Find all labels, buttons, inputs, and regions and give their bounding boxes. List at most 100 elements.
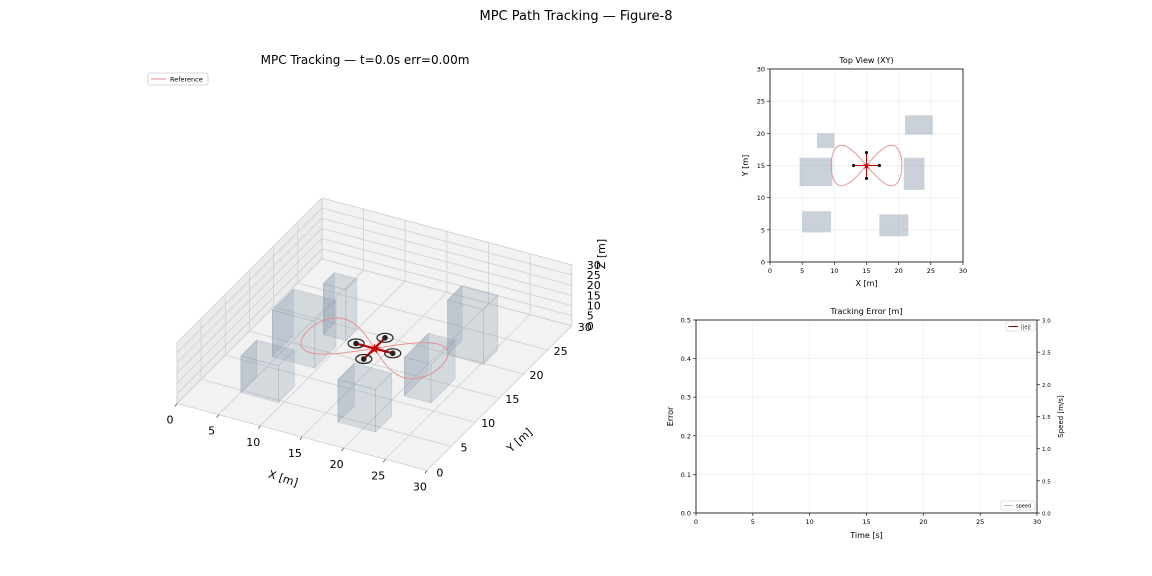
z-tick-label: 25	[587, 269, 601, 282]
y-axis-label: Error	[666, 406, 675, 426]
legend-label: Reference	[170, 76, 203, 84]
x-axis-label: X [m]	[267, 468, 300, 490]
z-tick-label: 20	[587, 279, 601, 292]
x-axis-label: Time [s]	[849, 531, 883, 540]
y-tick-label: 15	[505, 393, 519, 406]
y-tick-label: 25	[757, 98, 765, 106]
z-tick-label: 30	[587, 259, 601, 272]
building-face	[271, 288, 337, 322]
y-tick-label: 5	[461, 441, 468, 454]
legend-error: ||e||	[1005, 321, 1036, 332]
z-tick-label: 5	[587, 310, 594, 323]
y-tick-label: 10	[757, 194, 765, 202]
obstacle	[802, 211, 832, 233]
y2-tick-label: 3.0	[1042, 319, 1051, 325]
legend-3d: Reference	[147, 72, 209, 86]
legend-frame	[147, 72, 209, 86]
y2-tick-label: 2.5	[1042, 351, 1051, 357]
x-tick-label: 0	[167, 414, 174, 427]
building-face	[337, 379, 376, 433]
y-tick-label: 20	[757, 130, 765, 138]
x-tick-label: 25	[371, 469, 385, 482]
y2-tick-label: 2.0	[1042, 383, 1051, 389]
x-tick-label: 30	[1033, 518, 1041, 526]
grid-line	[176, 207, 323, 354]
legend-frame	[1005, 321, 1036, 332]
axes-top-view: ★ 0 5 10 15 20 25 30 0 5 10 15 20 25 30 X [m] Y [m] Top V…	[741, 56, 967, 288]
drone-rotor-hub	[353, 340, 359, 347]
y-tick-label: 30	[578, 321, 592, 334]
x-tick-label: 15	[288, 447, 302, 460]
building-face	[322, 271, 335, 336]
y-tick-label: 5	[761, 226, 765, 234]
x-tick-label: 25	[927, 267, 935, 275]
y2-tick-label: 0.0	[1042, 512, 1051, 518]
building-face	[404, 332, 429, 397]
drone-center-marker: ★	[862, 161, 871, 172]
y-tick-label: 0.3	[681, 394, 691, 402]
grid-line	[321, 197, 572, 266]
building-face	[337, 362, 355, 423]
building-face	[375, 372, 393, 433]
y-tick-label: 0.5	[681, 317, 691, 325]
building-face	[278, 349, 295, 404]
z-tick-label: 0	[587, 320, 594, 333]
grid-line	[321, 258, 572, 327]
x-tick-mark	[382, 459, 386, 463]
x-tick-label: 20	[330, 458, 344, 471]
building-face	[240, 355, 279, 403]
x-tick-mark	[257, 425, 261, 430]
x-tick-label: 30	[413, 480, 427, 493]
x-tick-label: 5	[800, 267, 804, 275]
x-tick-label: 10	[806, 518, 814, 526]
building-face	[240, 339, 295, 367]
y2-axis-label: Speed [m/s]	[1057, 395, 1065, 438]
drone-rotor	[355, 353, 373, 365]
x-tick-label: 25	[976, 518, 984, 526]
obstacle	[879, 214, 909, 237]
building-face	[404, 356, 432, 404]
x-tick-label: 30	[959, 267, 967, 275]
building-face	[345, 277, 358, 342]
drone-rotor	[852, 163, 856, 168]
x-tick-mark	[424, 470, 428, 474]
x-tick-label: 15	[862, 267, 870, 275]
drone-arm	[355, 342, 375, 350]
x-tick-label: 5	[208, 425, 215, 438]
drone-rotor	[864, 151, 869, 155]
z-tick-label: 15	[587, 289, 601, 302]
chart-title-3d: MPC Tracking — t=0.0s err=0.00m	[261, 53, 470, 67]
x-tick-label: 20	[919, 518, 927, 526]
y-tick-label: 0.1	[681, 471, 691, 479]
obstacle	[905, 115, 933, 135]
drone-rotor	[384, 348, 402, 359]
y-axis-label: Y [m]	[504, 426, 535, 456]
drone-rotor-hub	[360, 356, 367, 362]
legend-speed: speed	[1000, 500, 1036, 511]
y-tick-label: 25	[554, 345, 568, 358]
x-tick-mark	[174, 403, 178, 407]
building-face	[322, 272, 358, 291]
axes-tracking-error: 0 5 10 15 20 25 300.00.10.20.30.40.50.00.51.01…	[666, 307, 1065, 540]
y-tick-label: 15	[757, 162, 765, 170]
x-tick-label: 15	[862, 518, 870, 526]
legend-frame	[1000, 500, 1036, 511]
z-axis-label: Z [m]	[595, 239, 608, 269]
y-tick-label: 0.0	[681, 510, 691, 518]
grid-line	[297, 282, 548, 351]
building-face	[272, 288, 294, 358]
x-tick-label: 0	[694, 518, 698, 526]
drone-rotor-hub	[389, 350, 396, 357]
building-face	[446, 285, 499, 311]
y-tick-label: 0.2	[681, 432, 691, 440]
legend-label: speed	[1016, 504, 1031, 510]
drone-rotor	[864, 176, 869, 180]
legend-label: ||e||	[1021, 325, 1031, 331]
drone-center-marker: ★	[368, 341, 381, 357]
drone-rotor	[877, 163, 881, 168]
building-face	[337, 362, 393, 390]
y2-tick-label: 1.0	[1042, 447, 1051, 453]
z-tick-label: 10	[587, 300, 601, 313]
y-tick-label: 0.4	[681, 355, 691, 363]
